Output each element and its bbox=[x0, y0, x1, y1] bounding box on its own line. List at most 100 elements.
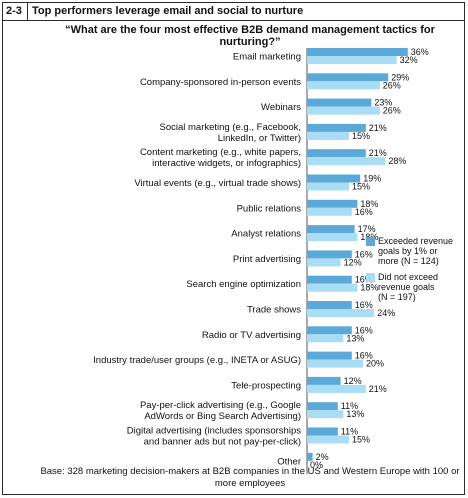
category-label: Tele-prospecting bbox=[231, 380, 301, 391]
bar bbox=[307, 199, 358, 208]
data-label: 20% bbox=[366, 359, 384, 369]
bar bbox=[307, 131, 349, 140]
bar bbox=[307, 48, 408, 56]
data-label: 15% bbox=[352, 182, 370, 192]
category-label: LinkedIn, or Twitter) bbox=[218, 133, 301, 144]
figure-frame bbox=[2, 2, 465, 495]
data-label: 11% bbox=[341, 401, 358, 411]
bar bbox=[307, 452, 313, 461]
bar bbox=[307, 309, 375, 317]
data-label: 2% bbox=[316, 452, 329, 462]
bar bbox=[307, 225, 355, 234]
bar bbox=[307, 182, 349, 191]
data-label: 16% bbox=[355, 351, 373, 361]
data-label: 18% bbox=[360, 199, 378, 209]
category-label: and banner ads but not pay-per-click) bbox=[144, 437, 301, 448]
category-label: Print advertising bbox=[233, 254, 301, 265]
data-label: 13% bbox=[346, 333, 364, 343]
data-label: 13% bbox=[346, 409, 364, 419]
legend-label-exceeded: more (N = 124) bbox=[378, 256, 439, 266]
data-label: 32% bbox=[400, 55, 418, 65]
data-label: 21% bbox=[369, 123, 387, 133]
legend-swatch-not-exceeded bbox=[366, 273, 375, 282]
header-divider bbox=[2, 20, 465, 21]
bar bbox=[307, 258, 341, 267]
bar bbox=[307, 427, 338, 436]
bar bbox=[307, 283, 358, 292]
data-label: 15% bbox=[352, 131, 370, 141]
legend: Exceeded revenue goals by 1% or more (N … bbox=[366, 236, 466, 308]
category-label: Company-sponsored in-person events bbox=[140, 77, 301, 88]
bar bbox=[307, 106, 380, 115]
bar bbox=[307, 174, 361, 183]
survey-question: “What are the four most effective B2B de… bbox=[65, 24, 435, 48]
category-label: Search engine optimization bbox=[186, 279, 301, 290]
category-label: Social marketing (e.g., Facebook, bbox=[159, 122, 301, 133]
category-label: Public relations bbox=[237, 203, 302, 214]
data-label: 17% bbox=[358, 224, 376, 234]
data-label: 23% bbox=[374, 98, 392, 108]
bar bbox=[307, 326, 352, 335]
data-label: 0% bbox=[310, 460, 323, 470]
data-label: 36% bbox=[411, 47, 429, 57]
figure-title: Top performers leverage email and social… bbox=[32, 5, 304, 17]
bar bbox=[307, 98, 372, 107]
category-label: Content marketing (e.g., white papers, bbox=[140, 147, 301, 158]
legend-label-not-exceeded: Did not exceed bbox=[378, 272, 439, 282]
category-label: Pay-per-click advertising (e.g., Google bbox=[140, 400, 301, 411]
bar bbox=[307, 73, 389, 82]
bar bbox=[307, 376, 341, 385]
category-label: Webinars bbox=[261, 102, 301, 113]
category-label: AdWords or Bing Search Advertising) bbox=[144, 411, 301, 422]
data-label: 18% bbox=[360, 283, 378, 293]
legend-item-not-exceeded: Did not exceed revenue goals (N = 197) bbox=[366, 272, 466, 302]
legend-item-exceeded: Exceeded revenue goals by 1% or more (N … bbox=[366, 236, 466, 266]
legend-label-not-exceeded: revenue goals bbox=[378, 282, 435, 292]
data-label: 26% bbox=[383, 80, 401, 90]
category-label: Virtual events (e.g., virtual trade show… bbox=[134, 178, 301, 189]
bar bbox=[307, 301, 352, 309]
bar bbox=[307, 56, 397, 64]
legend-label-not-exceeded: (N = 197) bbox=[378, 292, 416, 302]
data-label: 19% bbox=[363, 174, 381, 184]
data-label: 26% bbox=[383, 106, 401, 116]
category-label: Email marketing bbox=[233, 52, 301, 63]
bar bbox=[307, 275, 352, 284]
bar bbox=[307, 435, 349, 444]
bar bbox=[307, 334, 344, 343]
bar bbox=[307, 359, 363, 368]
bar bbox=[307, 123, 366, 132]
data-label: 16% bbox=[355, 249, 373, 259]
bar bbox=[307, 384, 366, 393]
bar bbox=[307, 410, 344, 419]
base-note: Base: 328 marketing decision-makers at B… bbox=[40, 466, 460, 489]
bar bbox=[307, 149, 366, 158]
data-label: 12% bbox=[344, 257, 362, 267]
category-label: Trade shows bbox=[247, 305, 301, 316]
data-label: 16% bbox=[355, 207, 373, 217]
figure-number-divider bbox=[27, 2, 28, 20]
bar bbox=[307, 250, 352, 259]
legend-label-exceeded: Exceeded revenue bbox=[378, 236, 454, 246]
category-label: Analyst relations bbox=[231, 229, 301, 240]
bar bbox=[307, 233, 358, 242]
data-label: 16% bbox=[355, 325, 373, 335]
bar bbox=[307, 81, 380, 90]
data-label: 12% bbox=[344, 376, 362, 386]
bar bbox=[307, 207, 352, 216]
data-label: 16% bbox=[355, 300, 373, 310]
data-label: 11% bbox=[341, 427, 358, 437]
data-label: 15% bbox=[352, 435, 370, 445]
figure-number: 2-3 bbox=[6, 5, 22, 17]
bar bbox=[307, 351, 352, 360]
category-label: Industry trade/user groups (e.g., INETA … bbox=[93, 355, 301, 366]
category-label: Digital advertising (includes sponsorshi… bbox=[127, 426, 302, 437]
legend-label-exceeded: goals by 1% or bbox=[378, 246, 438, 256]
category-label: interactive widgets, or infographics) bbox=[152, 158, 301, 169]
data-label: 21% bbox=[369, 148, 387, 158]
data-label: 16% bbox=[355, 275, 373, 285]
data-label: 24% bbox=[377, 308, 395, 318]
category-label: Other bbox=[277, 456, 301, 467]
